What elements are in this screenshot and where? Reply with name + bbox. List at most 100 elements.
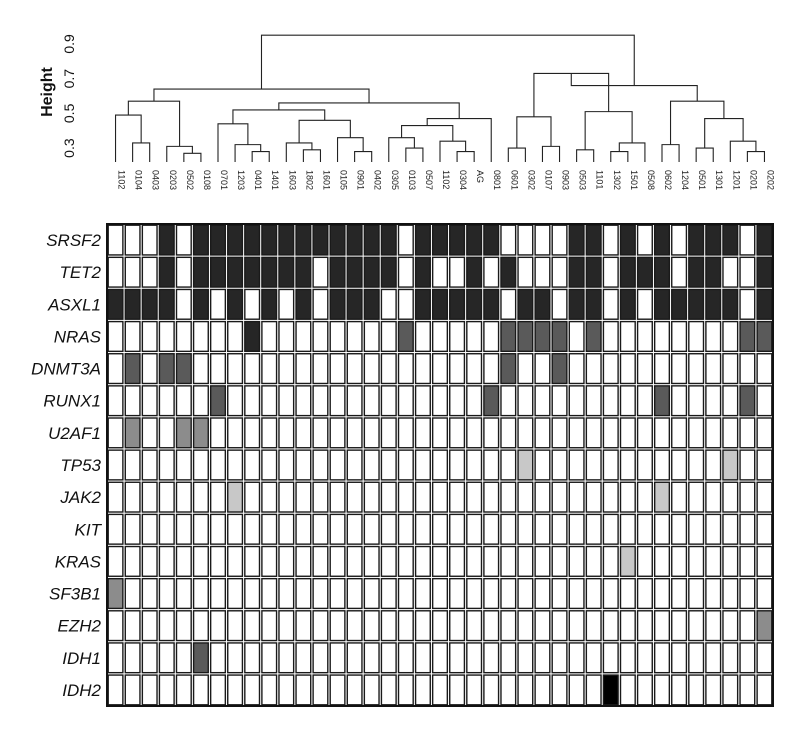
heatmap-cell: [552, 514, 567, 544]
heatmap-cell: [381, 514, 396, 544]
heatmap-cell: [467, 418, 482, 448]
dendrogram-branch: [279, 103, 459, 119]
dendrogram-branch: [299, 120, 350, 143]
heatmap-cell: [125, 257, 140, 287]
heatmap-cell: [279, 386, 294, 416]
heatmap-cell: [381, 675, 396, 705]
heatmap-cell: [330, 643, 345, 673]
heatmap-cell: [211, 450, 226, 480]
heatmap-cell: [757, 643, 772, 673]
heatmap-cell: [159, 322, 174, 352]
heatmap-cell: [552, 386, 567, 416]
heatmap-cell: [194, 675, 209, 705]
heatmap-cell: [621, 675, 636, 705]
sample-label: 0305: [390, 170, 400, 190]
heatmap-cell: [125, 289, 140, 319]
heatmap-cell: [621, 547, 636, 577]
heatmap-cell: [433, 611, 448, 641]
heatmap-cell: [740, 386, 755, 416]
heatmap-cell: [655, 354, 670, 384]
heatmap-cell: [347, 514, 362, 544]
heatmap-cell: [467, 257, 482, 287]
heatmap-cell: [194, 579, 209, 609]
heatmap-cell: [177, 354, 192, 384]
dendrogram-branch: [184, 153, 201, 162]
heatmap-cell: [501, 643, 516, 673]
heatmap-cell: [177, 225, 192, 255]
heatmap-cell: [296, 547, 311, 577]
heatmap-cell: [296, 225, 311, 255]
heatmap-cell: [501, 514, 516, 544]
heatmap-cell: [347, 322, 362, 352]
y-tick-label: 0.7: [61, 69, 77, 89]
sample-label: 0304: [458, 170, 468, 190]
heatmap-cell: [313, 611, 328, 641]
heatmap-cell: [194, 322, 209, 352]
gene-labels: SRSF2TET2ASXL1NRASDNMT3ARUNX1U2AF1TP53JA…: [31, 231, 103, 700]
heatmap-cell: [125, 322, 140, 352]
heatmap-cell: [245, 643, 260, 673]
heatmap-cell: [159, 289, 174, 319]
heatmap-cell: [125, 386, 140, 416]
heatmap-cell: [740, 547, 755, 577]
heatmap-cell: [416, 386, 431, 416]
dendrogram-branch: [389, 138, 415, 162]
heatmap-cell: [672, 289, 687, 319]
sample-label: 1603: [287, 170, 297, 190]
heatmap-cell: [416, 289, 431, 319]
heatmap-cell: [655, 225, 670, 255]
dendrogram-branch: [577, 150, 594, 162]
heatmap-cell: [518, 354, 533, 384]
heatmap-cell: [535, 643, 550, 673]
heatmap-cell: [279, 514, 294, 544]
dendrogram-branch: [508, 148, 525, 162]
heatmap-cell: [108, 418, 123, 448]
heatmap-cell: [364, 579, 379, 609]
heatmap-cell: [569, 257, 584, 287]
heatmap-cell: [501, 450, 516, 480]
heatmap-cell: [672, 611, 687, 641]
heatmap-cell: [313, 225, 328, 255]
heatmap-cell: [347, 450, 362, 480]
heatmap-cell: [177, 418, 192, 448]
sample-label: 0501: [697, 170, 707, 190]
heatmap-cell: [740, 579, 755, 609]
sample-label: 0402: [373, 170, 383, 190]
heatmap-cell: [672, 547, 687, 577]
heatmap-cell: [279, 579, 294, 609]
heatmap-cell: [603, 643, 618, 673]
heatmap-cell: [399, 643, 414, 673]
heatmap-cell: [518, 547, 533, 577]
heatmap-cell: [364, 547, 379, 577]
heatmap-cell: [381, 547, 396, 577]
gene-label: KRAS: [55, 552, 102, 571]
heatmap-cell: [228, 418, 243, 448]
heatmap-cell: [603, 450, 618, 480]
heatmap-cell: [689, 322, 704, 352]
heatmap-cell: [689, 386, 704, 416]
sample-label: 0507: [424, 170, 434, 190]
dendrogram-branch: [338, 138, 364, 162]
heatmap-cell: [518, 643, 533, 673]
heatmap-cell: [433, 482, 448, 512]
heatmap-cell: [433, 450, 448, 480]
heatmap-cell: [655, 418, 670, 448]
sample-label: 1204: [680, 170, 690, 190]
heatmap-cell: [706, 675, 721, 705]
heatmap-cell: [279, 418, 294, 448]
heatmap-cell: [399, 514, 414, 544]
heatmap-cell: [450, 450, 465, 480]
heatmap-cell: [245, 450, 260, 480]
heatmap-cell: [672, 675, 687, 705]
heatmap-cell: [621, 322, 636, 352]
sample-label: 0901: [356, 170, 366, 190]
heatmap-cell: [757, 547, 772, 577]
heatmap-cell: [501, 257, 516, 287]
heatmap-cell: [501, 675, 516, 705]
y-tick-label: 0.5: [61, 103, 77, 123]
heatmap-cell: [706, 289, 721, 319]
gene-label: DNMT3A: [31, 360, 101, 379]
heatmap-cell: [108, 675, 123, 705]
heatmap-cell: [467, 386, 482, 416]
